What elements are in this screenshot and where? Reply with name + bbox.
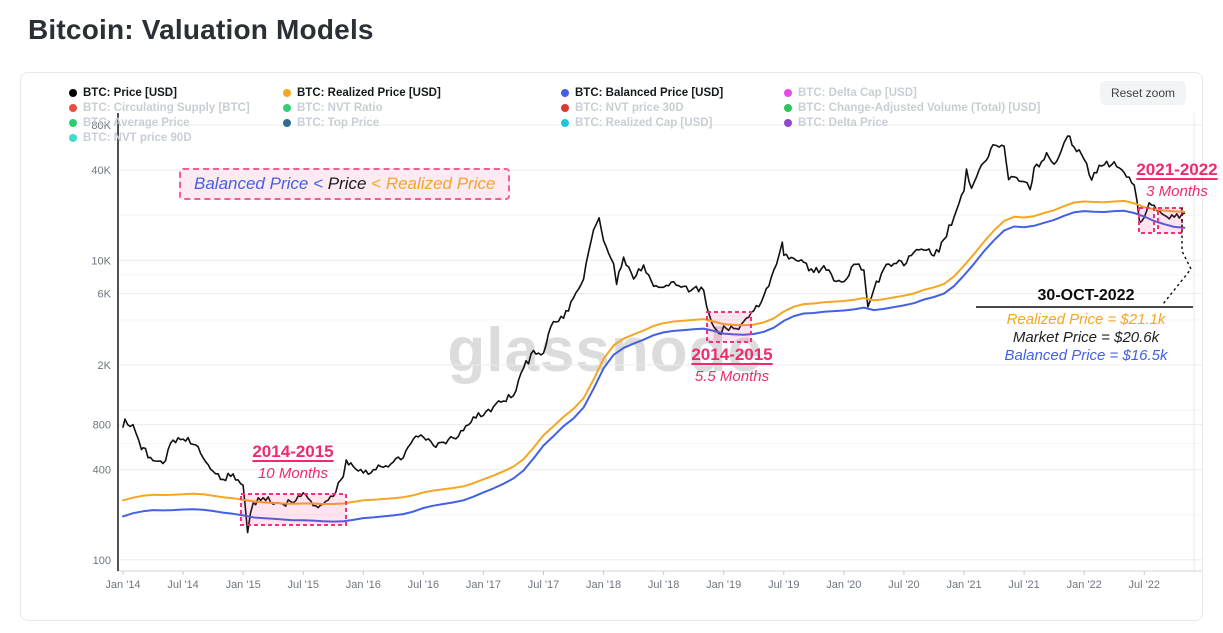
- x-tick-label: Jan '14: [105, 579, 140, 591]
- x-tick-label: Jan '17: [466, 579, 501, 591]
- x-tick-label: Jul '19: [768, 579, 799, 591]
- capitulation-highlight-box: [240, 493, 347, 526]
- legend-label: BTC: Realized Cap [USD]: [575, 117, 713, 129]
- capitulation-highlight-box: [1157, 207, 1183, 234]
- price-relation-annotation: Balanced Price < Price < Realized Price: [179, 168, 511, 200]
- capitulation-highlight-box: [706, 311, 752, 343]
- formula-part: <: [366, 174, 386, 193]
- legend-dot: [69, 104, 77, 112]
- callout-date: 30-OCT-2022: [1037, 287, 1135, 304]
- series-btc-balanced-price-usd-: [122, 209, 1186, 523]
- x-tick-label: Jan '20: [826, 579, 861, 591]
- legend-item-btc-delta-price[interactable]: BTC: Delta Price: [784, 117, 888, 129]
- annotation-2014-2015-10-months: 2014-2015 10 Months: [252, 442, 333, 482]
- annotation-subtitle: 3 Months: [1146, 183, 1208, 200]
- legend-label: BTC: Balanced Price [USD]: [575, 87, 724, 99]
- annotation-2021-2022-3-months: 2021-2022 3 Months: [1136, 160, 1217, 200]
- annotation-2014-2015-5-5-months: 2014-2015 5.5 Months: [691, 345, 772, 385]
- legend-dot: [69, 119, 77, 127]
- y-tick-label: 800: [93, 420, 111, 432]
- annotation-title: 2014-2015: [691, 345, 773, 364]
- legend-item-btc-balanced-price-usd-[interactable]: BTC: Balanced Price [USD]: [561, 87, 723, 99]
- callout-line: Market Price = $20.6k: [1012, 329, 1160, 346]
- x-tick-label: Jul '18: [648, 579, 679, 591]
- x-tick-label: Jan '16: [346, 579, 381, 591]
- formula-part: Price: [327, 174, 367, 193]
- legend-label: BTC: NVT Ratio: [297, 102, 383, 114]
- legend-dot: [283, 119, 291, 127]
- legend-label: BTC: Delta Cap [USD]: [798, 87, 917, 99]
- y-tick-label: 2K: [98, 360, 112, 372]
- series-btc-realized-price-usd-: [122, 199, 1186, 505]
- legend-dot: [561, 104, 569, 112]
- legend-label: BTC: Realized Price [USD]: [297, 87, 441, 99]
- annotation-subtitle: 10 Months: [257, 465, 329, 482]
- legend-item-btc-nvt-price-30d[interactable]: BTC: NVT price 30D: [561, 102, 684, 114]
- legend-label: BTC: Circulating Supply [BTC]: [83, 102, 250, 114]
- legend-dot: [69, 89, 77, 97]
- y-tick-label: 80K: [91, 120, 111, 132]
- legend-item-btc-circulating-supply-btc-[interactable]: BTC: Circulating Supply [BTC]: [69, 102, 250, 114]
- legend-label: BTC: Average Price: [83, 117, 190, 129]
- legend-item-btc-delta-cap-usd-[interactable]: BTC: Delta Cap [USD]: [784, 87, 917, 99]
- formula-part: Realized Price: [385, 174, 496, 193]
- valuation-models-chart[interactable]: Jan '14 Jul '14 Jan '15 Jul '15 Jan '16 Jul '…: [21, 73, 1204, 622]
- callout-values: Realized Price = $21.1k Market Price = $2…: [1004, 311, 1167, 365]
- legend-label: BTC: Delta Price: [798, 117, 889, 129]
- x-tick-label: Jul '20: [888, 579, 919, 591]
- reset-zoom-button[interactable]: Reset zoom: [1099, 81, 1186, 105]
- annotation-title: 2021-2022: [1136, 160, 1218, 179]
- legend-dot: [283, 104, 291, 112]
- y-tick-label: 6K: [98, 289, 112, 301]
- x-tick-label: Jul '15: [287, 579, 318, 591]
- x-tick-label: Jan '15: [226, 579, 261, 591]
- legend-item-btc-nvt-ratio[interactable]: BTC: NVT Ratio: [283, 102, 383, 114]
- legend-dot: [283, 89, 291, 97]
- legend-label: BTC: Change-Adjusted Volume (Total) [USD…: [798, 102, 1041, 114]
- y-tick-label: 40K: [91, 165, 111, 177]
- legend-item-btc-realized-price-usd-[interactable]: BTC: Realized Price [USD]: [283, 87, 441, 99]
- x-tick-label: Jul '21: [1008, 579, 1039, 591]
- x-tick-label: Jan '19: [706, 579, 741, 591]
- legend-dot: [784, 89, 792, 97]
- legend-label: BTC: Price [USD]: [83, 87, 177, 99]
- y-tick-label: 100: [93, 555, 111, 567]
- annotation-subtitle: 5.5 Months: [694, 368, 770, 385]
- callout-line: Realized Price = $21.1k: [1006, 311, 1166, 328]
- legend-item-btc-average-price[interactable]: BTC: Average Price: [69, 117, 190, 129]
- formula-part: <: [308, 174, 328, 193]
- x-tick-label: Jul '16: [408, 579, 439, 591]
- x-tick-label: Jul '22: [1128, 579, 1159, 591]
- y-tick-label: 400: [93, 465, 111, 477]
- x-tick-label: Jul '14: [167, 579, 198, 591]
- glassnode-watermark: glassnode: [447, 316, 764, 385]
- legend-dot: [784, 104, 792, 112]
- oct-30-2022-callout: 30-OCT-2022 Realized Price = $21.1k Marke…: [1004, 287, 1167, 365]
- legend-dot: [561, 119, 569, 127]
- chart-card: glassnode Jan '14 Jul '14 Jan '15 Jul '15 Ja…: [20, 72, 1218, 622]
- page-title: Bitcoin: Valuation Models: [28, 14, 374, 45]
- legend-item-btc-change-adjusted-volume-total-usd-[interactable]: BTC: Change-Adjusted Volume (Total) [USD…: [784, 102, 1040, 114]
- x-tick-label: Jul '17: [528, 579, 559, 591]
- capitulation-highlight-box: [1138, 207, 1155, 234]
- formula-part: Balanced Price: [194, 174, 309, 193]
- legend-dot: [784, 119, 792, 127]
- legend-dot: [69, 134, 77, 142]
- legend-label: BTC: Top Price: [297, 117, 380, 129]
- series-btc-price-usd-: [122, 135, 1186, 534]
- legend-item-btc-top-price[interactable]: BTC: Top Price: [283, 117, 379, 129]
- legend-dot: [561, 89, 569, 97]
- legend-item-btc-price-usd-[interactable]: BTC: Price [USD]: [69, 87, 177, 99]
- legend-item-btc-nvt-price-90d[interactable]: BTC: NVT price 90D: [69, 132, 192, 144]
- legend-label: BTC: NVT price 90D: [83, 132, 192, 144]
- callout-line: Balanced Price = $16.5k: [1004, 347, 1168, 364]
- x-tick-label: Jan '18: [586, 579, 621, 591]
- annotation-title: 2014-2015: [252, 442, 334, 461]
- y-tick-label: 10K: [91, 255, 111, 267]
- legend-item-btc-realized-cap-usd-[interactable]: BTC: Realized Cap [USD]: [561, 117, 712, 129]
- legend-label: BTC: NVT price 30D: [575, 102, 684, 114]
- x-tick-label: Jan '21: [946, 579, 981, 591]
- x-tick-label: Jan '22: [1067, 579, 1102, 591]
